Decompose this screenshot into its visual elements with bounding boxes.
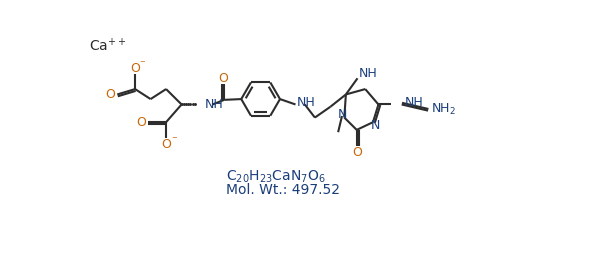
Text: C$_{20}$H$_{23}$CaN$_{7}$O$_{6}$: C$_{20}$H$_{23}$CaN$_{7}$O$_{6}$: [226, 169, 325, 185]
Text: NH: NH: [297, 96, 316, 109]
Text: Mol. Wt.: 497.52: Mol. Wt.: 497.52: [226, 183, 340, 197]
Text: NH: NH: [359, 67, 378, 80]
Text: O: O: [219, 72, 229, 85]
Text: O: O: [105, 88, 115, 101]
Text: N: N: [337, 108, 347, 121]
Text: N: N: [371, 119, 380, 132]
Text: NH$_{2}$: NH$_{2}$: [431, 102, 456, 117]
Text: $^{-}$: $^{-}$: [139, 60, 146, 69]
Text: O: O: [136, 116, 146, 129]
Text: O: O: [130, 62, 140, 75]
Text: NH: NH: [205, 98, 223, 111]
Text: NH: NH: [405, 96, 423, 109]
Text: O: O: [352, 146, 362, 159]
Text: $^{-}$: $^{-}$: [171, 136, 178, 146]
Text: Ca$^{++}$: Ca$^{++}$: [88, 37, 126, 54]
Text: O: O: [161, 138, 171, 151]
